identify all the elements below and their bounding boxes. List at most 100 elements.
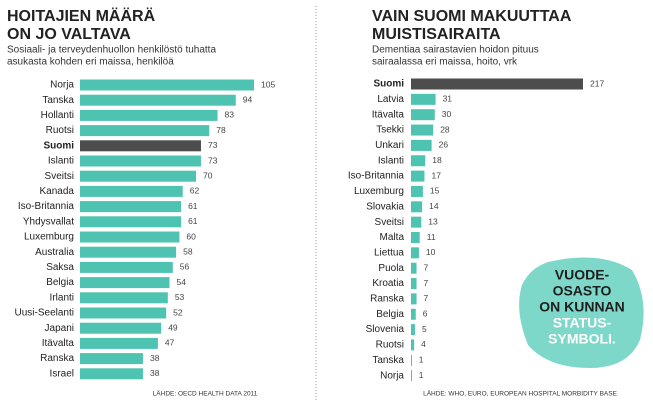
category-label: Latvia bbox=[377, 94, 404, 105]
value-label: 54 bbox=[176, 277, 186, 287]
bar bbox=[80, 307, 167, 319]
bar bbox=[411, 247, 419, 259]
value-label: 15 bbox=[430, 186, 440, 196]
value-label: 49 bbox=[168, 322, 178, 332]
value-label: 14 bbox=[429, 201, 439, 211]
bar bbox=[411, 278, 417, 290]
bar bbox=[411, 139, 432, 151]
callout-text: STATUS- bbox=[553, 315, 612, 331]
value-label: 7 bbox=[424, 262, 429, 272]
value-label: 217 bbox=[590, 78, 604, 88]
value-label: 6 bbox=[423, 309, 428, 319]
bar bbox=[411, 78, 583, 90]
value-label: 58 bbox=[183, 246, 193, 256]
value-label: 26 bbox=[439, 140, 449, 150]
bar bbox=[411, 216, 422, 228]
value-label: 7 bbox=[424, 293, 429, 303]
bar bbox=[411, 293, 417, 305]
category-label: Kroatia bbox=[372, 278, 404, 289]
value-label: 4 bbox=[421, 339, 426, 349]
value-label: 11 bbox=[427, 232, 436, 242]
category-label: Luxemburg bbox=[354, 186, 404, 197]
value-label: 83 bbox=[225, 110, 235, 120]
bar bbox=[80, 201, 182, 213]
value-label: 17 bbox=[431, 170, 441, 180]
value-label: 31 bbox=[443, 94, 453, 104]
bar bbox=[411, 109, 435, 121]
bar bbox=[411, 354, 412, 366]
bar bbox=[411, 324, 415, 336]
chart-title: ON JO VALTAVA bbox=[7, 26, 131, 43]
bar bbox=[411, 232, 420, 243]
chart-subtitle: Sosiaali- ja terveydenhuollon henkilöstö… bbox=[7, 45, 216, 56]
chart-title: MUISTISAIRAITA bbox=[372, 26, 501, 43]
bar bbox=[411, 124, 434, 136]
bar bbox=[411, 155, 426, 167]
value-label: 73 bbox=[208, 140, 218, 150]
value-label: 38 bbox=[150, 353, 160, 363]
category-label: Ranska bbox=[40, 353, 74, 364]
category-label: Iso-Britannia bbox=[18, 201, 75, 212]
value-label: 38 bbox=[150, 368, 160, 378]
value-label: 53 bbox=[175, 292, 185, 302]
category-label: Slovenia bbox=[366, 324, 405, 335]
category-label: Yhdysvallat bbox=[23, 216, 74, 227]
bar bbox=[80, 337, 158, 349]
value-label: 47 bbox=[165, 338, 175, 348]
category-label: Unkari bbox=[375, 140, 404, 151]
category-label: Suomi bbox=[373, 79, 404, 90]
category-label: Australia bbox=[35, 247, 74, 258]
category-label: Islanti bbox=[378, 155, 404, 166]
value-label: 52 bbox=[173, 307, 183, 317]
bar bbox=[80, 353, 143, 365]
bar bbox=[80, 155, 201, 167]
category-label: Sveitsi bbox=[375, 217, 404, 228]
chart-subtitle: sairaalassa eri maissa, hoito, vrk bbox=[372, 57, 518, 68]
callout-text: VUODE- bbox=[555, 267, 610, 283]
bar bbox=[80, 125, 210, 137]
category-label: Israel bbox=[50, 368, 74, 379]
bar bbox=[80, 292, 168, 304]
category-label: Japani bbox=[45, 323, 74, 334]
bar bbox=[80, 216, 182, 228]
bar bbox=[80, 170, 196, 182]
category-label: Malta bbox=[380, 232, 405, 243]
bar bbox=[80, 185, 183, 197]
chart-title: VAIN SUOMI MAKUUTTAA bbox=[372, 8, 572, 25]
category-label: Norja bbox=[380, 370, 404, 381]
value-label: 105 bbox=[261, 79, 275, 89]
value-label: 28 bbox=[440, 124, 450, 134]
category-label: Luxemburg bbox=[24, 232, 74, 243]
bar bbox=[411, 201, 423, 213]
callout-bubble bbox=[519, 257, 644, 368]
callout-text: OSASTO bbox=[553, 283, 612, 299]
category-label: Puola bbox=[378, 263, 404, 274]
value-label: 60 bbox=[186, 231, 196, 241]
source: LÄHDE: OECD HEALTH DATA 2011 bbox=[153, 390, 258, 398]
bar bbox=[411, 185, 423, 197]
category-label: Saksa bbox=[46, 262, 74, 273]
value-label: 61 bbox=[188, 216, 198, 226]
category-label: Slovakia bbox=[366, 201, 404, 212]
category-label: Itävalta bbox=[42, 338, 75, 349]
category-label: Ruotsi bbox=[376, 340, 404, 351]
value-label: 70 bbox=[203, 170, 213, 180]
category-label: Sveitsi bbox=[45, 171, 74, 182]
category-label: Ranska bbox=[370, 294, 404, 305]
source: LÄHDE: WHO, EURO, EUROPEAN HOSPITAL MORB… bbox=[423, 390, 617, 398]
category-label: Belgia bbox=[376, 309, 404, 320]
value-label: 1 bbox=[419, 355, 424, 365]
category-label: Belgia bbox=[46, 277, 74, 288]
bar bbox=[80, 231, 180, 243]
bar bbox=[80, 261, 173, 273]
category-label: Tsekki bbox=[376, 125, 404, 136]
category-label: Suomi bbox=[43, 140, 74, 151]
value-label: 7 bbox=[424, 278, 429, 288]
category-label: Irlanti bbox=[50, 292, 74, 303]
value-label: 1 bbox=[419, 370, 424, 380]
category-label: Hollanti bbox=[41, 110, 74, 121]
bar bbox=[80, 109, 218, 121]
category-label: Liettua bbox=[374, 247, 404, 258]
